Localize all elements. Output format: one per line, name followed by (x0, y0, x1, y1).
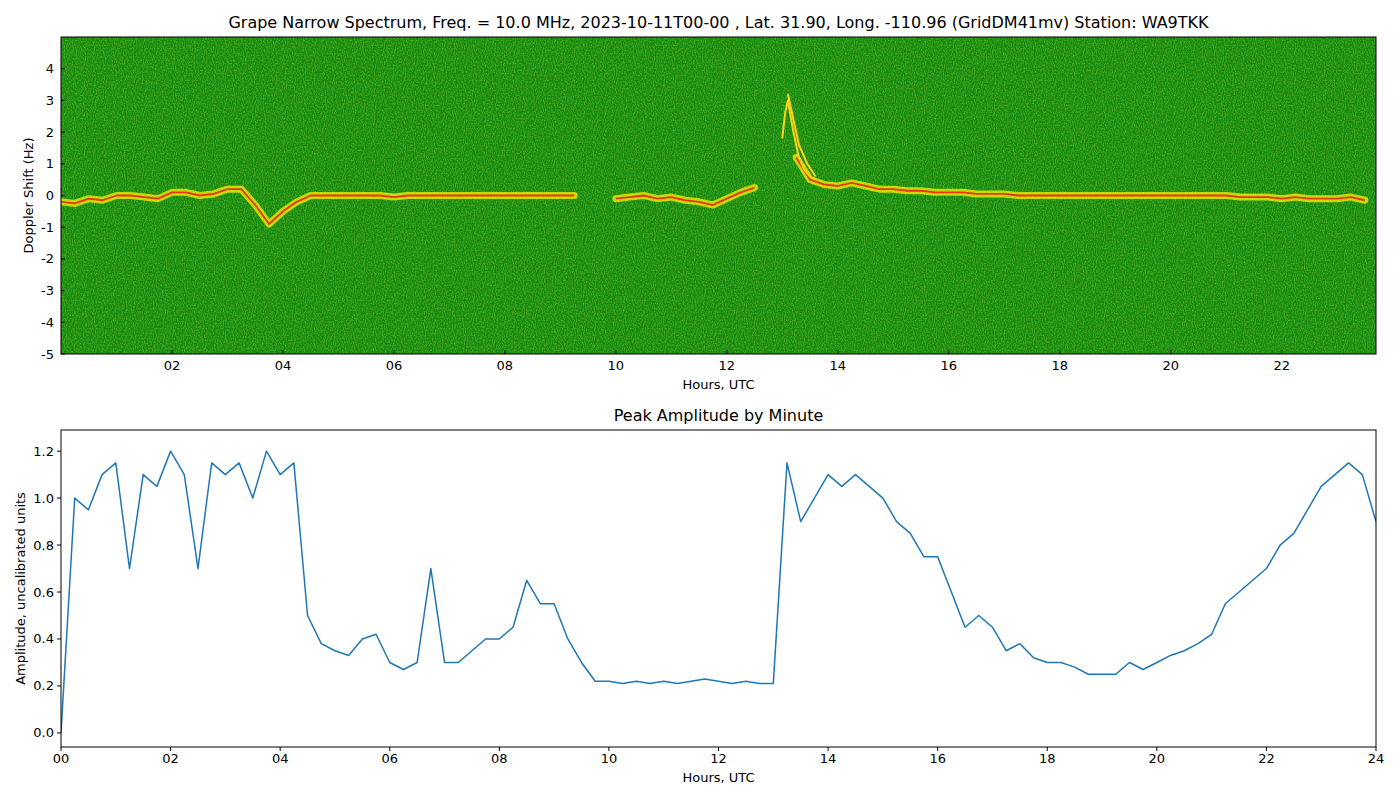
panel: 0204060810121416182022-5-4-3-2-101234Gra… (21, 13, 1376, 392)
y-tick-label: -2 (41, 251, 54, 266)
x-tick-label: 08 (497, 358, 514, 373)
x-tick (393, 350, 394, 354)
y-tick-label: 4 (46, 61, 54, 76)
x-tick-label: 22 (1273, 358, 1290, 373)
y-tick (61, 322, 65, 323)
y-tick-label: 0.2 (33, 678, 54, 693)
x-tick-label: 10 (601, 751, 618, 766)
doppler-trace (61, 157, 1365, 224)
x-tick (837, 350, 838, 354)
spectrogram-noise (61, 37, 1376, 354)
doppler-trace (788, 94, 816, 176)
x-tick (504, 350, 505, 354)
y-tick (61, 195, 65, 196)
x-tick-label: 02 (162, 751, 179, 766)
y-tick-label: 0.6 (33, 585, 54, 600)
title: Grape Narrow Spectrum, Freq. = 10.0 MHz,… (228, 13, 1209, 32)
x-tick (726, 350, 727, 354)
x-tick-label: 04 (275, 358, 292, 373)
panel: 00 02 04 06 08 10 12 14 16 18 20 22 24 0.0 0.2 0.4 0.6 0.… (13, 406, 1384, 785)
x-tick-label: 24 (1368, 751, 1385, 766)
y-axis-title: Amplitude, uncalibrated units (13, 492, 28, 685)
y-tick (57, 638, 61, 639)
marks (61, 94, 1365, 224)
x-tick (1170, 350, 1171, 354)
x-tick-label: 18 (1051, 358, 1068, 373)
x-tick-label: 04 (272, 751, 289, 766)
y-tick-label: 3 (46, 93, 54, 108)
x-tick-label: 10 (608, 358, 625, 373)
x-tick-label: 12 (710, 751, 727, 766)
y-tick-label: 1.0 (33, 491, 54, 506)
amplitude-line (61, 451, 1376, 733)
y-tick-label: -3 (41, 283, 54, 298)
y-tick (61, 290, 65, 291)
x-tick-label: 12 (719, 358, 736, 373)
x-tick (1059, 350, 1060, 354)
x-tick-label: 20 (1149, 751, 1166, 766)
y-tick-label: 0.0 (33, 725, 54, 740)
y-tick (61, 227, 65, 228)
marks (61, 451, 1376, 733)
y-tick-label: 1.2 (33, 444, 54, 459)
x-tick (171, 350, 172, 354)
x-tick-label: 06 (381, 751, 398, 766)
y-tick (61, 258, 65, 259)
title: Peak Amplitude by Minute (614, 406, 824, 425)
y-tick-label: -4 (41, 315, 54, 330)
figure: 0204060810121416182022-5-4-3-2-101234Gra… (0, 0, 1400, 800)
x-tick-label: 16 (940, 358, 957, 373)
x-tick-label: 18 (1039, 751, 1056, 766)
y-tick (61, 68, 65, 69)
x-tick (1281, 350, 1282, 354)
y-tick-label: -5 (41, 347, 54, 362)
x-tick-label: 00 (53, 751, 70, 766)
y-tick (57, 498, 61, 499)
y-axis-title: Doppler Shift (Hz) (21, 138, 36, 254)
x-tick-label: 22 (1258, 751, 1275, 766)
y-tick (61, 100, 65, 101)
frame (61, 430, 1376, 747)
x-tick-label: 16 (929, 751, 946, 766)
y-tick-label: 0 (46, 188, 54, 203)
frame (61, 37, 1376, 354)
y-tick-label: 1 (46, 156, 54, 171)
y-tick-label: -1 (41, 220, 54, 235)
y-tick-label: 2 (46, 125, 54, 140)
x-tick (615, 350, 616, 354)
y-tick (57, 451, 61, 452)
y-tick (57, 545, 61, 546)
spectrogram-ground (61, 37, 1376, 354)
x-tick-label: 14 (830, 358, 847, 373)
y-tick-label: 0.4 (33, 631, 54, 646)
y-tick (61, 132, 65, 133)
x-tick-label: 02 (164, 358, 181, 373)
x-tick-label: 20 (1162, 358, 1179, 373)
y-tick-label: 0.8 (33, 538, 54, 553)
x-tick-label: 08 (491, 751, 508, 766)
y-tick (57, 592, 61, 593)
x-axis-title: Hours, UTC (682, 770, 754, 785)
x-axis-title: Hours, UTC (682, 377, 754, 392)
x-tick-label: 06 (386, 358, 403, 373)
trace-halo (61, 157, 1365, 224)
y-tick (61, 354, 65, 355)
y-tick (57, 685, 61, 686)
x-tick-label: 14 (820, 751, 837, 766)
x-tick (948, 350, 949, 354)
x-tick (282, 350, 283, 354)
y-tick (57, 732, 61, 733)
y-tick (61, 163, 65, 164)
